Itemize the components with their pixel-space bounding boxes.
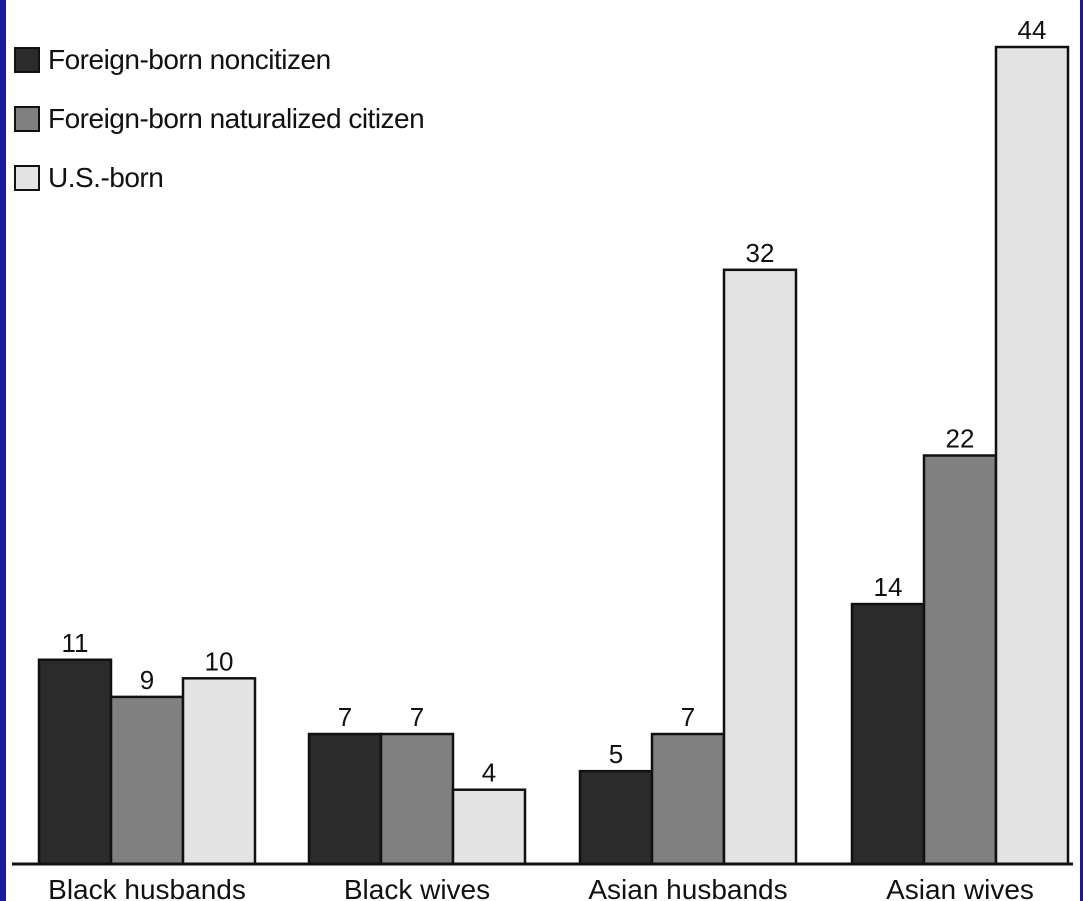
data-label-asian-husbands-foreign-born-naturalized-citizen: 7	[681, 702, 695, 732]
x-tick-label-black-husbands: Black husbands	[48, 874, 246, 901]
frame-right-border	[1080, 0, 1083, 901]
bar-asian-wives-foreign-born-naturalized-citizen	[922, 454, 998, 866]
data-label-asian-husbands-u-s-born: 32	[746, 238, 775, 268]
data-label-asian-wives-foreign-born-naturalized-citizen: 22	[946, 424, 975, 454]
legend: Foreign-born noncitizen Foreign-born nat…	[14, 30, 425, 207]
data-label-asian-wives-u-s-born: 44	[1018, 15, 1047, 45]
data-label-black-wives-foreign-born-naturalized-citizen: 7	[410, 702, 424, 732]
bar-group-asian-husbands: 5 7 32	[578, 238, 798, 866]
x-tick-label-asian-wives: Asian wives	[886, 874, 1034, 901]
bar-black-husbands-foreign-born-noncitizen	[37, 658, 113, 866]
bar-asian-wives-foreign-born-noncitizen	[850, 602, 926, 866]
legend-label-foreign-born-naturalized-citizen: Foreign-born naturalized citizen	[48, 102, 425, 134]
bar-black-wives-foreign-born-noncitizen	[307, 732, 383, 866]
bar-black-husbands-u-s-born	[181, 677, 257, 866]
data-label-asian-husbands-foreign-born-noncitizen: 5	[609, 739, 623, 769]
bar-asian-wives-u-s-born	[994, 45, 1070, 866]
legend-swatch-foreign-born-naturalized-citizen	[14, 105, 40, 132]
bar-group-asian-wives: 14 22 44	[850, 15, 1070, 866]
data-label-black-wives-foreign-born-noncitizen: 7	[338, 702, 352, 732]
bar-group-black-husbands: 11 9 10	[37, 628, 257, 866]
legend-swatch-us-born	[14, 164, 40, 191]
bar-group-black-wives: 7 7 4	[307, 702, 527, 866]
bar-asian-husbands-foreign-born-naturalized-citizen	[650, 732, 726, 866]
data-label-black-wives-u-s-born: 4	[482, 758, 496, 788]
legend-item-foreign-born-noncitizen: Foreign-born noncitizen	[14, 30, 424, 89]
legend-item-foreign-born-naturalized-citizen: Foreign-born naturalized citizen	[14, 89, 425, 148]
bar-black-wives-u-s-born	[451, 788, 527, 866]
bar-black-husbands-foreign-born-naturalized-citizen	[109, 695, 185, 866]
data-label-black-husbands-foreign-born-naturalized-citizen: 9	[140, 665, 154, 695]
x-tick-label-asian-husbands: Asian husbands	[588, 874, 787, 901]
legend-item-us-born: U.S.-born	[14, 148, 424, 207]
bar-black-wives-foreign-born-naturalized-citizen	[379, 732, 455, 866]
legend-label-us-born: U.S.-born	[48, 161, 164, 193]
bar-asian-husbands-u-s-born	[722, 268, 798, 866]
data-label-black-husbands-foreign-born-noncitizen: 11	[62, 628, 89, 658]
x-tick-label-black-wives: Black wives	[344, 874, 490, 901]
legend-label-foreign-born-noncitizen: Foreign-born noncitizen	[48, 43, 331, 75]
data-label-asian-wives-foreign-born-noncitizen: 14	[874, 572, 903, 602]
legend-swatch-foreign-born-noncitizen	[14, 46, 40, 73]
frame-left-border	[0, 0, 6, 901]
data-label-black-husbands-u-s-born: 10	[205, 646, 234, 676]
bar-asian-husbands-foreign-born-noncitizen	[578, 769, 654, 866]
